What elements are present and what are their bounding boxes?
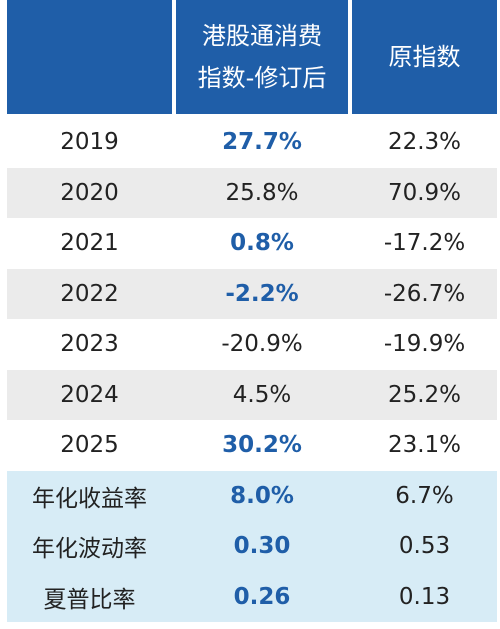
table-row: 2020 25.8% 70.9% xyxy=(7,167,497,218)
revised-index-value: 4.5% xyxy=(232,381,292,408)
row-label: 2021 xyxy=(60,230,119,257)
table-body: 2019 27.7% 22.3% 2020 25.8% 70.9% 2021 0.8% -17.… xyxy=(7,117,497,622)
row-label: 2020 xyxy=(60,179,119,206)
row-label: 2022 xyxy=(60,280,119,307)
table-row: 2021 0.8% -17.2% xyxy=(7,218,497,269)
revised-index-value: 0.8% xyxy=(230,230,294,257)
table-row: 2019 27.7% 22.3% xyxy=(7,117,497,168)
table-row: 年化波动率 0.30 0.53 xyxy=(7,521,497,572)
row-label: 2024 xyxy=(60,381,119,408)
original-index-value: -19.9% xyxy=(383,331,466,358)
original-index-value: -26.7% xyxy=(383,280,466,307)
row-label: 夏普比率 xyxy=(43,586,136,613)
row-label: 年化波动率 xyxy=(32,536,147,563)
original-index-value: 22.3% xyxy=(387,129,462,156)
revised-index-value: 8.0% xyxy=(230,482,294,509)
original-index-value: 6.7% xyxy=(395,482,454,509)
header-blank xyxy=(7,0,172,114)
revised-index-value: 0.30 xyxy=(233,533,291,560)
row-label: 年化收益率 xyxy=(32,485,147,512)
comparison-table: 港股通消费 指数-修订后 原指数 2019 27.7% 22.3% 2020 25.8%… xyxy=(7,0,497,622)
table-row: 2024 4.5% 25.2% xyxy=(7,369,497,420)
original-index-value: 25.2% xyxy=(387,381,462,408)
revised-index-value: -20.9% xyxy=(221,331,303,358)
revised-index-value: 25.8% xyxy=(225,179,299,206)
table-row: 年化收益率 8.0% 6.7% xyxy=(7,470,497,521)
row-label: 2023 xyxy=(60,331,119,358)
original-index-value: -17.2% xyxy=(383,230,466,257)
original-index-value: 0.13 xyxy=(398,583,451,610)
revised-index-value: 27.7% xyxy=(222,129,302,156)
table-row: 2023 -20.9% -19.9% xyxy=(7,319,497,370)
original-index-value: 0.53 xyxy=(398,533,451,560)
revised-index-value: 0.26 xyxy=(233,583,291,610)
table-row: 夏普比率 0.26 0.13 xyxy=(7,571,497,622)
row-label: 2019 xyxy=(60,129,119,156)
original-index-value: 23.1% xyxy=(387,432,462,459)
header-revised-index: 港股通消费 指数-修订后 xyxy=(172,0,352,114)
header-revised-line1: 港股通消费 xyxy=(201,22,322,50)
header-revised-line2: 指数-修订后 xyxy=(197,64,327,92)
revised-index-value: -2.2% xyxy=(225,280,299,307)
table-header: 港股通消费 指数-修订后 原指数 xyxy=(7,0,497,114)
revised-index-value: 30.2% xyxy=(222,432,302,459)
original-index-value: 70.9% xyxy=(387,179,462,206)
table-row: 2022 -2.2% -26.7% xyxy=(7,268,497,319)
header-original-index: 原指数 xyxy=(388,43,461,71)
row-label: 2025 xyxy=(60,432,119,459)
table-row: 2025 30.2% 23.1% xyxy=(7,420,497,471)
